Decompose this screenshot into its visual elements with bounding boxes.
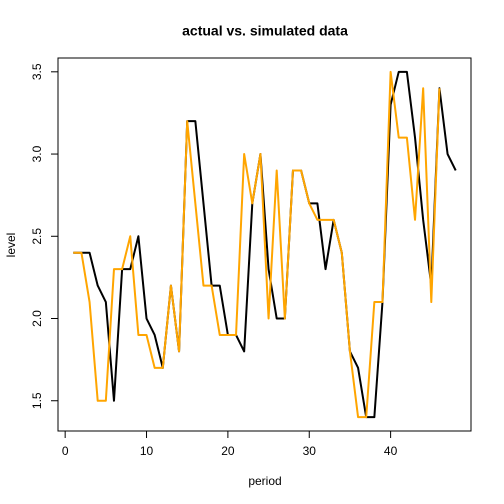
x-tick-label: 40 bbox=[384, 444, 398, 458]
series-line bbox=[73, 70, 441, 419]
x-tick-label: 30 bbox=[303, 444, 317, 458]
y-tick-label: 1.5 bbox=[30, 392, 44, 409]
y-tick-label: 2.0 bbox=[30, 310, 44, 327]
x-tick-label: 10 bbox=[140, 444, 154, 458]
series-line bbox=[73, 70, 457, 419]
y-tick-label: 3.0 bbox=[30, 145, 44, 162]
x-axis-label: period bbox=[248, 474, 281, 488]
x-tick-label: 20 bbox=[221, 444, 235, 458]
y-tick-label: 3.5 bbox=[30, 63, 44, 80]
y-tick-label: 2.5 bbox=[30, 228, 44, 245]
x-tick-label: 0 bbox=[62, 444, 69, 458]
chart-title: actual vs. simulated data bbox=[182, 23, 348, 39]
plot-box bbox=[57, 57, 472, 432]
y-axis-label: level bbox=[4, 233, 18, 258]
